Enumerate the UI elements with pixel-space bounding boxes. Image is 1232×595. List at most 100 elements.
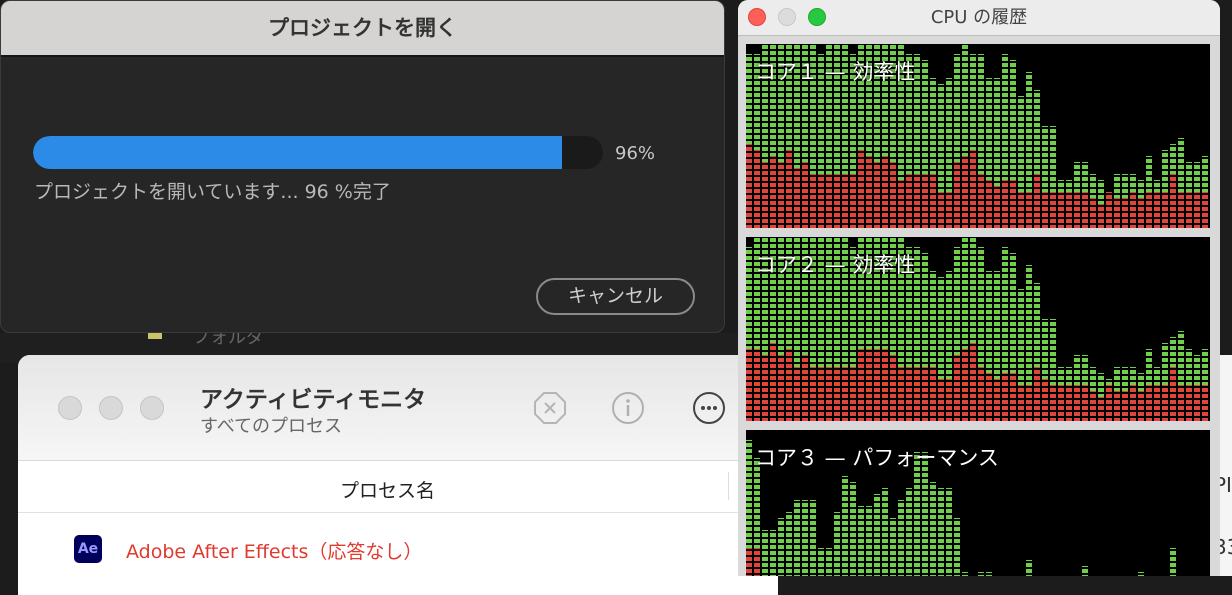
system-load-bar [1114, 391, 1122, 421]
core-label: コア１ — 効率性 [755, 60, 916, 84]
system-load-bar [794, 367, 802, 421]
user-load-bar [914, 247, 922, 421]
window-subtitle: すべてのプロセス [200, 416, 343, 437]
user-load-bar [874, 237, 882, 421]
system-load-bar [1194, 192, 1202, 228]
toolbar: アクティビティモニタ すべてのプロセス [18, 355, 778, 460]
system-load-bar [866, 156, 874, 228]
system-load-bar [938, 192, 946, 228]
system-load-bar [938, 379, 946, 421]
user-load-bar [1026, 265, 1034, 421]
close-button[interactable] [58, 396, 82, 420]
system-load-bar [962, 156, 970, 228]
user-load-bar [810, 500, 818, 576]
user-load-bar [922, 253, 930, 421]
more-icon[interactable] [692, 391, 726, 425]
system-load-bar [1178, 385, 1186, 421]
user-load-bar [882, 237, 890, 421]
user-load-bar [770, 237, 778, 421]
stop-icon[interactable] [533, 391, 567, 425]
user-load-bar [762, 237, 770, 421]
user-load-bar [850, 54, 858, 228]
zoom-button[interactable] [808, 8, 826, 26]
info-icon[interactable] [611, 391, 645, 425]
user-load-bar [1034, 283, 1042, 421]
system-load-bar [850, 367, 858, 421]
user-load-bar [946, 271, 954, 421]
user-load-bar [1034, 90, 1042, 228]
system-load-bar [954, 162, 962, 228]
system-load-bar [874, 162, 882, 228]
user-load-bar [962, 572, 970, 576]
user-load-bar [1002, 247, 1010, 421]
user-load-bar [970, 54, 978, 228]
system-load-bar [898, 180, 906, 228]
system-load-bar [1202, 385, 1210, 421]
system-load-bar [1034, 367, 1042, 421]
table-row[interactable]: Ae Adobe After Effects（応答なし） [18, 513, 778, 571]
user-load-bar [930, 78, 938, 228]
system-load-bar [1186, 192, 1194, 228]
system-load-bar [746, 144, 754, 228]
user-load-bar [794, 237, 802, 421]
user-load-bar [1082, 566, 1090, 576]
user-load-bar [906, 488, 914, 576]
system-load-bar [1042, 379, 1050, 421]
user-load-bar [978, 247, 986, 421]
user-load-bar [866, 237, 874, 421]
user-load-bar [1010, 253, 1018, 421]
minimize-button[interactable] [778, 8, 796, 26]
user-load-bar [962, 237, 970, 421]
folder-icon [148, 333, 162, 339]
system-load-bar [1138, 198, 1146, 228]
user-load-bar [994, 78, 1002, 228]
system-load-bar [914, 174, 922, 228]
user-load-bar [890, 237, 898, 421]
system-load-bar [834, 367, 842, 421]
user-load-bar [1050, 319, 1058, 421]
user-load-bar [858, 44, 866, 228]
user-load-bar [890, 518, 898, 576]
system-load-bar [754, 150, 762, 228]
system-load-bar [1194, 385, 1202, 421]
minimize-button[interactable] [99, 396, 123, 420]
system-load-bar [1042, 192, 1050, 228]
column-header-process-name[interactable]: プロセス名 [18, 460, 778, 513]
system-load-bar [826, 174, 834, 228]
system-load-bar [1122, 198, 1130, 228]
system-load-bar [826, 367, 834, 421]
user-load-bar [922, 60, 930, 228]
user-load-bar [754, 237, 762, 421]
system-load-bar [1082, 385, 1090, 421]
user-load-bar [778, 44, 786, 228]
user-load-bar [842, 476, 850, 576]
user-load-bar [850, 247, 858, 421]
close-button[interactable] [748, 8, 766, 26]
system-load-bar [1002, 180, 1010, 228]
zoom-button[interactable] [140, 396, 164, 420]
user-load-bar [826, 44, 834, 228]
system-load-bar [954, 355, 962, 421]
user-load-bar [778, 518, 786, 576]
cancel-button[interactable]: キャンセル [536, 278, 695, 315]
system-load-bar [1010, 180, 1018, 228]
user-load-bar [986, 572, 994, 576]
user-load-bar [946, 78, 954, 228]
system-load-bar [786, 349, 794, 421]
system-load-bar [1018, 192, 1026, 228]
system-load-bar [882, 349, 890, 421]
column-divider[interactable] [728, 472, 729, 500]
user-load-bar [746, 54, 754, 228]
user-load-bar [1018, 289, 1026, 421]
user-load-bar [746, 247, 754, 421]
user-load-bar [1010, 60, 1018, 228]
activity-monitor-edge: PI 33 [1214, 355, 1232, 576]
system-load-bar [882, 156, 890, 228]
system-load-bar [1178, 192, 1186, 228]
system-load-bar [906, 367, 914, 421]
system-load-bar [1170, 367, 1178, 421]
system-load-bar [1002, 373, 1010, 421]
system-load-bar [786, 150, 794, 228]
system-load-bar [866, 349, 874, 421]
user-load-bar [842, 237, 850, 421]
